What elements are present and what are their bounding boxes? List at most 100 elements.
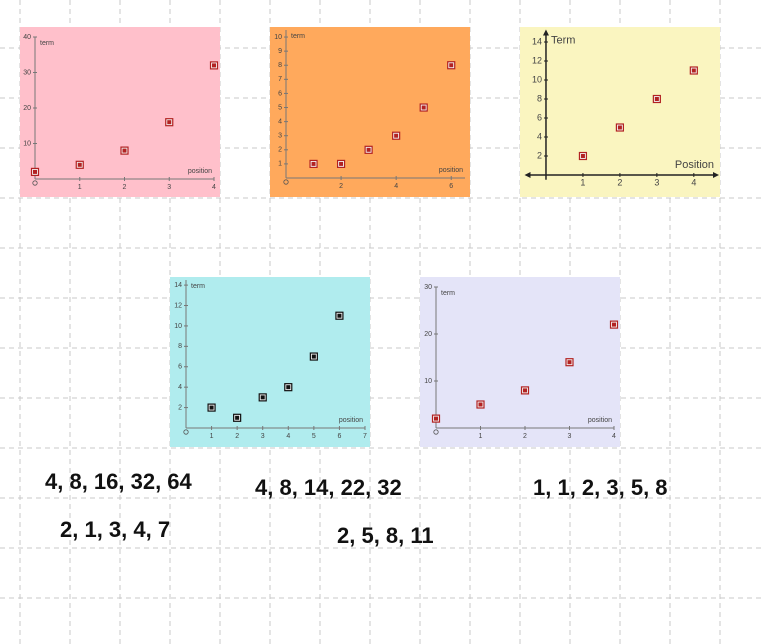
data-point-core [617, 125, 622, 130]
x-tick-label: 6 [337, 433, 341, 440]
data-point-core [286, 385, 291, 390]
y-tick-label: 8 [178, 343, 182, 350]
y-tick-label: 12 [174, 302, 182, 309]
data-point-core [691, 68, 696, 73]
x-tick-label: 1 [479, 433, 483, 440]
data-point-core [235, 415, 240, 420]
y-axis-label: term [40, 40, 54, 47]
scatter-chart: 2 4 6 1 2 3 4 5 6 7 8 9 10 term position [270, 27, 470, 197]
sequence: 2, 5, 8, 11 [337, 523, 434, 548]
x-tick-label: 2 [123, 184, 127, 191]
y-tick-label: 2 [178, 404, 182, 411]
x-tick-label: 7 [363, 433, 367, 440]
chart-background [520, 27, 720, 197]
sequence: 1, 1, 2, 3, 5, 8 [533, 475, 668, 500]
axis-arrow [524, 172, 531, 178]
x-axis-label: position [339, 417, 363, 424]
data-point-core [612, 322, 616, 327]
data-point-core [580, 154, 585, 158]
x-tick-label: 3 [167, 184, 171, 191]
y-tick-label: 10 [424, 378, 432, 385]
origin-marker [32, 180, 38, 186]
y-axis-label: term [441, 290, 455, 297]
x-axis-label: position [188, 168, 212, 175]
chart-background [20, 27, 220, 197]
data-point-core [33, 169, 37, 174]
y-tick-label: 12 [532, 55, 542, 65]
x-tick-label: 4 [394, 183, 398, 190]
sequence: 4, 8, 14, 22, 32 [255, 475, 402, 500]
data-point-core [449, 63, 454, 68]
x-tick-label: 2 [523, 433, 527, 440]
x-tick-label: 2 [617, 177, 622, 187]
data-point-core [366, 147, 371, 152]
x-tick-label: 4 [691, 177, 696, 187]
chart-background [170, 277, 370, 447]
data-point-core [260, 395, 265, 400]
data-point-core [122, 148, 127, 153]
y-tick-label: 9 [278, 48, 282, 55]
x-tick-label: 3 [654, 177, 659, 187]
y-tick-label: 8 [537, 93, 542, 103]
y-tick-label: 7 [278, 76, 282, 83]
data-point-core [212, 63, 216, 68]
axis-arrow [713, 172, 719, 178]
y-tick-label: 8 [278, 62, 282, 69]
y-tick-label: 14 [532, 36, 542, 46]
axis-arrow [542, 29, 549, 36]
y-tick-label: 3 [278, 133, 282, 140]
y-tick-label: 10 [23, 140, 31, 147]
data-point-core [209, 405, 214, 410]
y-tick-label: 20 [424, 331, 432, 338]
origin-marker [433, 429, 439, 435]
x-tick-label: 2 [339, 183, 343, 190]
scatter-chart: 1 2 3 4 10 20 30 40 term position [20, 27, 220, 197]
y-tick-label: 20 [23, 105, 31, 112]
origin-marker [183, 429, 189, 435]
y-tick-label: 6 [278, 90, 282, 97]
data-point-core [654, 97, 659, 101]
y-tick-label: 5 [278, 104, 282, 111]
data-point-core [311, 354, 316, 359]
y-axis-label: term [191, 283, 205, 290]
data-point-core [421, 105, 426, 110]
y-axis-label: term [291, 33, 305, 40]
y-tick-label: 1 [278, 161, 282, 168]
y-tick-label: 4 [178, 384, 182, 391]
x-axis-label: Position [675, 159, 714, 171]
y-axis-label: Term [551, 34, 575, 46]
data-point-core [434, 416, 438, 421]
y-tick-label: 30 [23, 69, 31, 76]
y-tick-label: 2 [278, 147, 282, 154]
sequence: 2, 1, 3, 4, 7 [60, 517, 170, 542]
origin-marker [283, 179, 289, 185]
y-tick-label: 2 [537, 150, 542, 160]
y-tick-label: 4 [278, 118, 282, 125]
sequence: 4, 8, 16, 32, 64 [45, 469, 193, 494]
data-point-core [394, 133, 399, 138]
x-tick-label: 1 [78, 184, 82, 191]
y-tick-label: 6 [537, 112, 542, 122]
x-tick-label: 3 [568, 433, 572, 440]
x-tick-label: 4 [612, 433, 616, 440]
data-point-core [478, 402, 483, 407]
y-tick-label: 10 [274, 34, 282, 41]
x-tick-label: 2 [235, 433, 239, 440]
y-tick-label: 14 [174, 282, 182, 289]
data-point-core [523, 388, 527, 393]
data-point-core [77, 162, 82, 167]
x-tick-label: 1 [580, 177, 585, 187]
x-tick-label: 6 [449, 183, 453, 190]
y-tick-label: 6 [178, 364, 182, 371]
chart-background [420, 277, 620, 447]
x-axis-label: position [588, 417, 612, 424]
x-tick-label: 4 [286, 433, 290, 440]
data-point-core [337, 313, 342, 318]
scatter-chart: 1 2 3 4 10 20 30 term position [420, 277, 620, 447]
data-point-core [339, 161, 344, 166]
y-tick-label: 4 [537, 131, 542, 141]
